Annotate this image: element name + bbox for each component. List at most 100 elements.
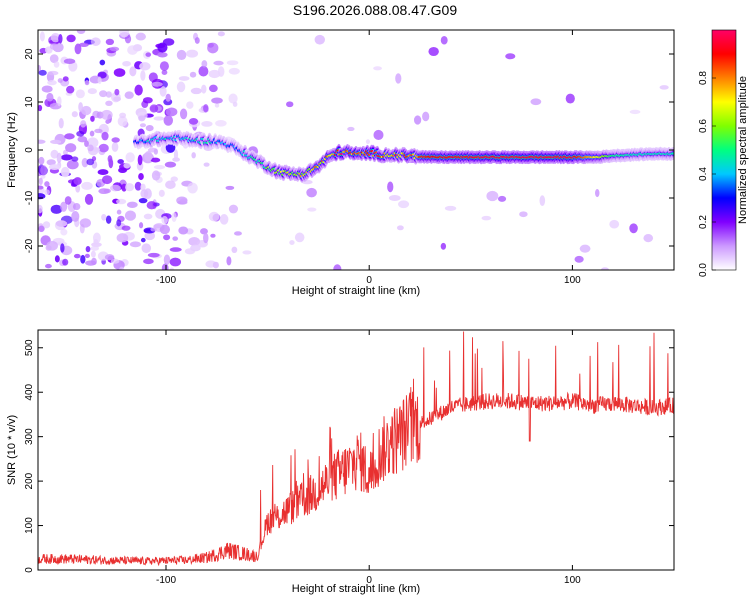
noise-blob — [139, 123, 147, 128]
noise-blob — [150, 157, 161, 163]
noise-blob — [90, 37, 101, 46]
noise-blob — [226, 60, 239, 66]
noise-blob — [172, 157, 181, 162]
noise-blob — [565, 93, 575, 104]
noise-blob — [609, 219, 620, 229]
noise-blob — [135, 32, 146, 41]
noise-blob — [80, 120, 87, 128]
noise-blob — [153, 165, 166, 170]
y-tick-label: 500 — [24, 339, 35, 356]
noise-blob — [38, 104, 43, 112]
noise-blob — [90, 250, 96, 258]
noise-blob — [84, 140, 89, 147]
noise-blob — [45, 263, 52, 269]
noise-blob — [105, 38, 115, 46]
noise-blob — [50, 204, 63, 214]
noise-blob — [208, 211, 220, 222]
noise-blob — [190, 87, 202, 95]
noise-blob — [50, 32, 61, 43]
snr-x-axis: -100 0 100 — [156, 330, 581, 586]
noise-blob — [347, 126, 355, 132]
noise-blob — [219, 214, 229, 225]
noise-blob — [116, 219, 122, 227]
noise-blob — [143, 213, 153, 220]
noise-blob — [56, 152, 62, 164]
noise-blob — [49, 43, 59, 50]
noise-blob — [81, 181, 93, 190]
noise-blob — [306, 187, 317, 198]
noise-blob — [48, 164, 61, 170]
y-tick-label: 0 — [24, 567, 35, 573]
noise-blob — [203, 104, 209, 113]
noise-blob — [144, 231, 156, 241]
noise-blob — [294, 232, 305, 243]
noise-blob — [47, 70, 59, 76]
noise-blob — [49, 54, 59, 64]
y-tick-label: 10 — [24, 96, 35, 108]
noise-blob — [143, 258, 154, 265]
noise-blob — [107, 155, 113, 163]
noise-blob — [71, 111, 78, 118]
noise-blob — [373, 66, 382, 71]
noise-blob — [46, 240, 58, 251]
noise-blob — [38, 204, 43, 214]
noise-blob — [187, 182, 198, 194]
noise-blob — [97, 76, 102, 85]
noise-blob — [116, 233, 129, 243]
noise-blob — [38, 156, 45, 165]
noise-blob — [214, 103, 220, 108]
noise-blob — [100, 109, 113, 120]
noise-blob — [153, 116, 165, 121]
noise-blob — [179, 108, 188, 120]
y-tick-label: 0 — [24, 147, 35, 153]
noise-blob — [159, 86, 167, 97]
noise-blob — [122, 60, 131, 67]
noise-blob — [373, 129, 384, 141]
noise-blob — [211, 97, 223, 104]
snr-y-axis: 0 100 200 300 400 500 — [24, 339, 674, 573]
noise-blob — [595, 189, 600, 198]
noise-blob — [163, 234, 171, 241]
noise-blob — [85, 246, 91, 253]
noise-blob — [176, 81, 186, 93]
snr-panel: -100 0 100 0 100 200 300 400 500 Height of stra… — [6, 329, 675, 595]
noise-blob — [38, 177, 43, 186]
noise-blob — [169, 247, 182, 252]
noise-blob — [60, 166, 70, 178]
noise-blob — [101, 131, 109, 141]
noise-blob — [75, 89, 85, 99]
noise-blob — [98, 188, 110, 195]
noise-blob — [72, 202, 81, 211]
noise-blob — [141, 100, 149, 108]
noise-blob — [53, 61, 60, 68]
colorbar: 0.0 0.2 0.4 0.6 0.8 Normalized spectral ampl… — [698, 29, 749, 277]
noise-blob — [73, 253, 81, 259]
noise-blob — [109, 46, 120, 52]
noise-blob — [629, 109, 641, 115]
noise-blob — [50, 139, 62, 144]
noise-blob — [151, 170, 161, 181]
noise-blob — [365, 139, 370, 145]
noise-blob — [333, 264, 342, 270]
noise-blob — [186, 49, 199, 58]
noise-blob — [86, 158, 95, 166]
noise-blob — [481, 215, 492, 221]
noise-blob — [643, 233, 654, 243]
noise-blob — [141, 243, 152, 254]
colorbar-tick-label: 0.2 — [698, 215, 709, 229]
noise-blob — [46, 159, 56, 166]
noise-blob — [198, 65, 209, 77]
noise-blob — [66, 159, 79, 170]
noise-blob — [60, 201, 68, 212]
noise-blob — [125, 183, 134, 192]
noise-blob — [75, 184, 81, 193]
noise-blob — [188, 117, 199, 125]
noise-blob — [150, 227, 157, 232]
spectrogram-noise — [38, 30, 669, 270]
noise-blob — [629, 223, 638, 234]
noise-blob — [126, 201, 138, 208]
noise-blob — [134, 84, 143, 96]
noise-blob — [226, 256, 232, 266]
noise-blob — [146, 201, 157, 210]
noise-blob — [138, 222, 144, 229]
